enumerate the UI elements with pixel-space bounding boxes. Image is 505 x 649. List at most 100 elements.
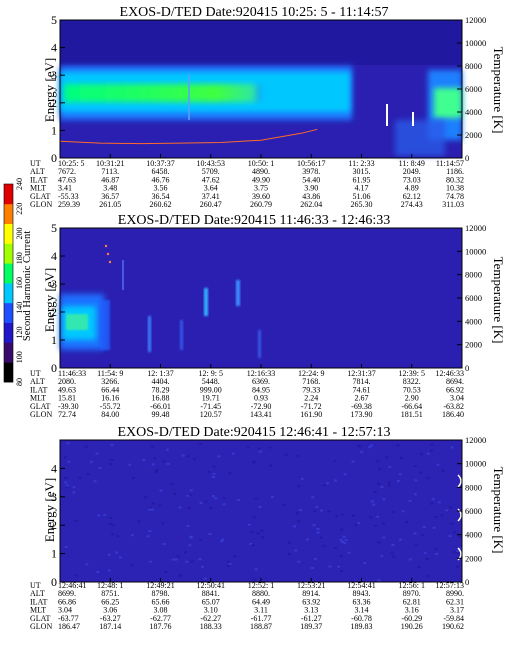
noise-speckle <box>357 522 360 525</box>
table-cell: 7672. <box>58 167 76 176</box>
noise-speckle <box>260 529 264 532</box>
panel-2-streak-1 <box>148 316 151 352</box>
noise-speckle <box>95 452 99 455</box>
table-cell: 3.08 <box>154 606 168 615</box>
colorbar-swatch <box>4 184 13 205</box>
noise-speckle <box>458 535 462 538</box>
table-cell: 11: 2:33 <box>348 159 374 168</box>
panel-1-lower-right-feature <box>395 120 445 156</box>
noise-speckle <box>173 492 177 495</box>
table-cell: 999.00 <box>200 385 222 394</box>
y2-tick-label: 4000 <box>465 107 482 117</box>
colorbar-label: Second Harmonic Current <box>22 231 33 341</box>
panel-2-title: EXOS-D/TED Date:920415 11:46:33 - 12:46:… <box>118 213 390 228</box>
noise-speckle <box>179 573 183 576</box>
noise-speckle <box>322 484 326 487</box>
panel-2-x-ticks <box>59 364 463 368</box>
noise-speckle <box>360 450 364 453</box>
table-cell: 11: 8:49 <box>399 159 425 168</box>
noise-speckle <box>97 514 101 517</box>
table-cell: 7168. <box>302 377 320 386</box>
table-cell: 186.40 <box>442 410 464 419</box>
colorbar-tick-label: 160 <box>15 277 24 289</box>
table-cell: 190.62 <box>442 622 464 631</box>
noise-speckle <box>340 513 344 516</box>
table-cell: 12:56: 1 <box>399 581 425 590</box>
noise-speckle <box>377 482 380 485</box>
table-cell: 47.63 <box>58 175 76 184</box>
noise-speckle <box>227 564 231 567</box>
table-cell: 8880. <box>252 589 270 598</box>
table-cell: 10:31:21 <box>96 159 124 168</box>
noise-speckle <box>208 533 212 536</box>
table-row-label: GLAT <box>30 614 51 623</box>
noise-speckle <box>370 500 374 503</box>
table-cell: 3266. <box>101 377 119 386</box>
y-tick-label: 0 <box>51 361 57 375</box>
noise-speckle <box>162 460 166 463</box>
noise-speckle <box>186 524 190 527</box>
table-cell: 3.16 <box>405 606 419 615</box>
noise-speckle <box>164 571 168 574</box>
noise-speckle <box>417 566 421 568</box>
table-cell: 12:49:21 <box>146 581 174 590</box>
noise-speckle <box>363 562 367 565</box>
noise-speckle <box>186 494 190 497</box>
right-edge-mark <box>457 547 462 561</box>
table-cell: 311.03 <box>442 200 464 209</box>
y2-tick-label: 12000 <box>465 223 486 233</box>
table-row-label: ALT <box>30 167 45 176</box>
table-row-label: ILAT <box>30 175 47 184</box>
colorbar-tick-label: 100 <box>15 351 24 363</box>
table-cell: 10:37:37 <box>146 159 174 168</box>
noise-speckle <box>85 563 89 566</box>
panel-1-y-ticks: 0 1 2 3 4 5 <box>51 13 65 165</box>
table-cell: 3.10 <box>204 606 218 615</box>
panel-2-plot-area <box>60 228 462 368</box>
table-cell: -71.45 <box>200 402 221 411</box>
noise-speckle <box>171 558 175 561</box>
table-cell: 4890. <box>252 167 270 176</box>
y-tick-label: 3 <box>51 490 57 504</box>
colorbar-swatch <box>4 223 13 244</box>
noise-speckle <box>287 552 291 555</box>
panel-3-x-ticks <box>59 578 463 582</box>
noise-speckle <box>189 535 193 538</box>
table-row-label: GLAT <box>30 192 51 201</box>
noise-speckle <box>250 531 254 534</box>
panel-1-temperature-trace <box>59 128 318 145</box>
panel-2-streak-2 <box>204 288 208 316</box>
noise-speckle <box>398 538 402 541</box>
noise-speckle <box>211 495 215 498</box>
colorbar-swatch <box>4 243 13 264</box>
y-tick-label: 0 <box>51 151 57 165</box>
table-cell: 262.04 <box>300 200 322 209</box>
noise-speckle <box>284 453 288 456</box>
table-cell: 12:31:37 <box>347 369 375 378</box>
panel-1-title: EXOS-D/TED Date:920415 10:25: 5 - 11:14:… <box>120 5 389 20</box>
y2-tick-label: 4000 <box>465 530 482 540</box>
noise-speckle <box>440 514 444 517</box>
noise-speckle <box>313 510 317 513</box>
table-cell: 12: 9: 5 <box>199 369 223 378</box>
noise-speckle <box>306 538 310 541</box>
table-cell: 3.11 <box>254 606 268 615</box>
table-cell: 47.62 <box>202 175 220 184</box>
noise-speckle <box>319 509 323 512</box>
table-cell: 3.04 <box>58 606 72 615</box>
noise-speckle <box>261 536 265 539</box>
noise-speckle <box>344 539 348 541</box>
table-cell: -61.77 <box>251 614 272 623</box>
table-cell: 3.75 <box>254 184 268 193</box>
table-row-label: MLT <box>30 184 46 193</box>
noise-speckle <box>445 509 449 512</box>
table-row-label: GLON <box>30 622 52 631</box>
table-cell: 65.07 <box>202 597 220 606</box>
table-cell: 61.95 <box>353 175 371 184</box>
noise-speckle <box>294 549 298 552</box>
noise-speckle <box>65 486 69 489</box>
y2-tick-label: 8000 <box>465 270 482 280</box>
y2-tick-label: 10000 <box>465 459 486 469</box>
table-cell: 3.14 <box>355 606 369 615</box>
colorbar-tick-label: 200 <box>15 228 24 240</box>
